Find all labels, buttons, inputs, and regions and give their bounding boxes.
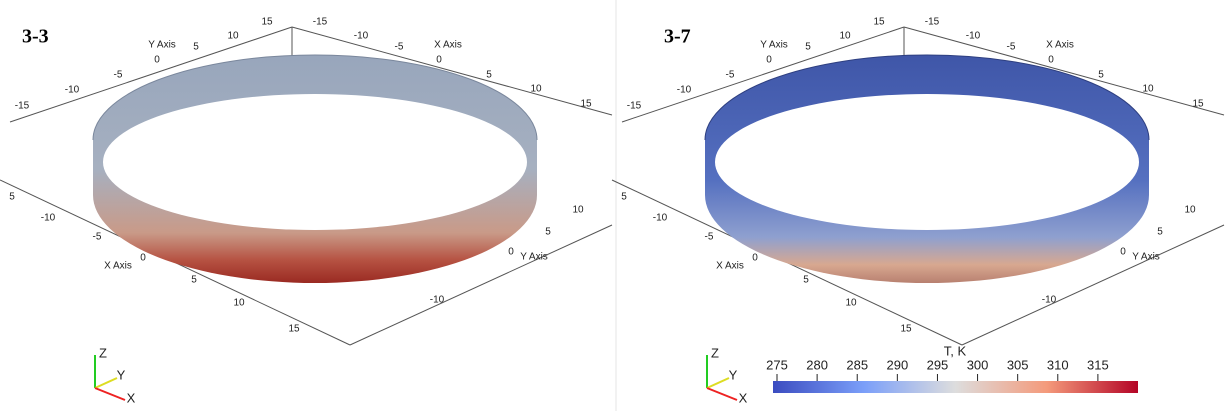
axis-tick-label: -15 [313,17,328,28]
axis-tick-label: -10 [653,213,668,224]
ring-hole [103,94,527,230]
axis-tick-label: 5 [193,42,199,53]
axis-tick-label: 0 [140,253,146,264]
axis-tick-label: -5 [726,70,735,81]
axis-tick-label: -10 [41,213,56,224]
axis-tick-label: 10 [572,205,584,216]
axis-tick-label: -10 [354,31,369,42]
axis-tick-label: -10 [430,295,445,306]
axis-tick-label: 5 [803,275,809,286]
colorbar-tick-label: 300 [967,357,989,372]
axis-tick-label: 5 [486,70,492,81]
axis-tick-label: 0 [1120,247,1126,258]
axis-tick-label: -5 [93,232,102,243]
axis-tick-label: -15 [15,101,30,112]
axis-tick-label: 15 [900,324,912,335]
axis-tick-label: 5 [1098,70,1104,81]
axis-tick-label: 15 [261,17,273,28]
gizmo-label: X [739,390,748,405]
gizmo-y [707,378,729,388]
colorbar-title: T, K [944,343,967,358]
axis-tick-label: -5 [114,70,123,81]
axis-tick-label: 0 [752,253,758,264]
axis-tick-label: 5 [545,227,551,238]
gizmo-label: Y [117,367,126,382]
gizmo-label: Z [711,345,719,360]
axis-tick-label: -15 [627,101,642,112]
axis-tick-label: 10 [233,298,245,309]
axis-tick-label: 0 [436,55,442,66]
axis-title: Y Axis [1132,252,1160,263]
axis-tick-label: -5 [395,42,404,53]
axis-tick-label: 5 [805,42,811,53]
colorbar [773,381,1138,393]
axis-tick-label: 5 [621,192,627,203]
colorbar-tick-label: 305 [1007,357,1029,372]
panel-label: 3-7 [664,26,691,48]
axis-tick-label: 5 [191,275,197,286]
gizmo-label: X [127,390,136,405]
axis-title: X Axis [716,261,744,272]
axis-tick-label: 5 [9,192,15,203]
gizmo-label: Z [99,345,107,360]
axis-tick-label: 0 [508,247,514,258]
colorbar-tick-label: 280 [806,357,828,372]
axis-tick-label: 15 [873,17,885,28]
axis-tick-label: 5 [1157,227,1163,238]
axis-tick-label: -10 [65,85,80,96]
axis-tick-label: 10 [845,298,857,309]
axis-tick-label: -10 [966,31,981,42]
gizmo-label: Y [729,367,738,382]
colorbar-tick-label: 310 [1047,357,1069,372]
axis-tick-label: 0 [154,55,160,66]
axis-tick-label: 0 [766,55,772,66]
colorbar-tick-label: 275 [766,357,788,372]
colorbar-tick-label: 295 [927,357,949,372]
axis-tick-label: 10 [1142,84,1154,95]
colorbar-tick-label: 285 [846,357,868,372]
axis-tick-label: 15 [288,324,300,335]
axis-title: X Axis [1046,40,1074,51]
axis-tick-label: 15 [580,99,592,110]
axis-tick-label: 10 [839,31,851,42]
gizmo-x [707,388,737,400]
axis-tick-label: 10 [227,31,239,42]
ring-hole [715,94,1139,230]
axis-title: Y Axis [760,40,788,51]
axis-tick-label: 15 [1192,99,1204,110]
gizmo-x [95,388,125,400]
axis-title: Y Axis [520,252,548,263]
axis-tick-label: -10 [677,85,692,96]
panel-label: 3-3 [22,26,49,48]
axis-tick-label: -5 [1007,42,1016,53]
screenshot: 15 10 5 0 -5 -10 -15 -15 -10 -5 0 5 10 15 5 -10 -5 0 5 10 15… [0,0,1232,411]
gizmo-y [95,378,117,388]
axis-tick-label: -10 [1042,295,1057,306]
axis-title: X Axis [104,261,132,272]
colorbar-tick-label: 315 [1087,357,1109,372]
axis-tick-label: 0 [1048,55,1054,66]
axis-tick-label: -5 [705,232,714,243]
axis-tick-label: 10 [1184,205,1196,216]
axis-title: Y Axis [148,40,176,51]
axis-title: X Axis [434,40,462,51]
colorbar-tick-label: 290 [886,357,908,372]
axis-tick-label: 10 [530,84,542,95]
axis-tick-label: -15 [925,17,940,28]
